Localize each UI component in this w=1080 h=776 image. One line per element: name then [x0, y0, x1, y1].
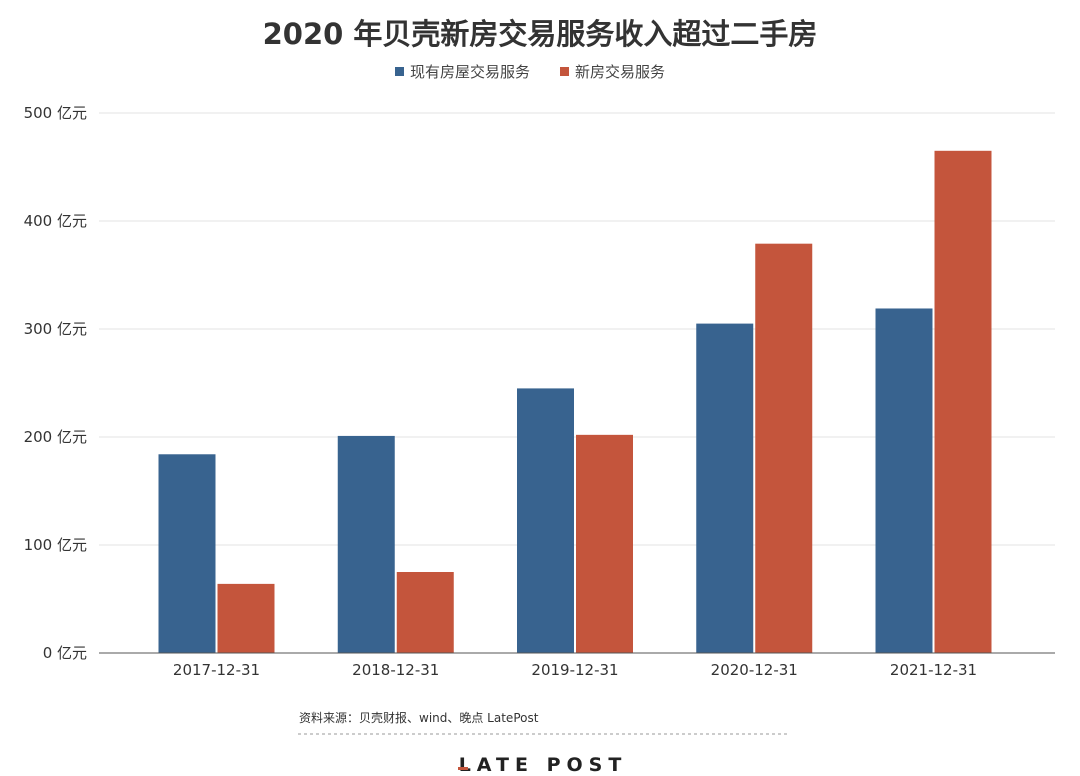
brand-accent-mark	[458, 767, 468, 770]
legend-swatch-existing-home	[395, 67, 404, 76]
chart-title: 2020 年贝壳新房交易服务收入超过二手房	[263, 17, 818, 51]
x-tick-label: 2017-12-31	[173, 661, 260, 679]
brand-logo: LATE POST	[458, 754, 628, 776]
y-tick-label: 0 亿元	[43, 644, 87, 662]
bar-new-home-2017-12-31	[217, 583, 275, 653]
bars	[158, 150, 992, 654]
legend-label-new-home: 新房交易服务	[575, 63, 665, 81]
x-axis-tick-labels: 2017-12-31 2018-12-31 2019-12-31 2020-12-31…	[173, 661, 977, 679]
y-tick-label: 200 亿元	[24, 428, 87, 446]
legend-label-existing-home: 现有房屋交易服务	[410, 63, 530, 81]
bar-existing-home-2018-12-31	[337, 435, 395, 653]
source-note: 资料来源：贝壳财报、wind、晚点 LatePost	[299, 710, 539, 725]
x-tick-label: 2018-12-31	[352, 661, 439, 679]
bar-existing-home-2017-12-31	[158, 454, 216, 653]
y-tick-label: 400 亿元	[24, 212, 87, 230]
brand-wordmark: LATE POST	[459, 754, 628, 776]
legend: 现有房屋交易服务 新房交易服务	[395, 63, 665, 81]
bar-new-home-2020-12-31	[755, 243, 813, 653]
y-tick-label: 100 亿元	[24, 536, 87, 554]
bar-new-home-2021-12-31	[934, 150, 992, 654]
y-tick-label: 500 亿元	[24, 104, 87, 122]
y-axis-tick-labels: 0 亿元 100 亿元 200 亿元 300 亿元 400 亿元 500 亿元	[24, 104, 87, 662]
x-tick-label: 2019-12-31	[531, 661, 618, 679]
x-tick-label: 2021-12-31	[890, 661, 977, 679]
bar-existing-home-2020-12-31	[696, 323, 754, 653]
bar-new-home-2018-12-31	[396, 572, 454, 653]
bar-new-home-2019-12-31	[576, 434, 633, 653]
legend-swatch-new-home	[560, 67, 569, 76]
y-tick-label: 300 亿元	[24, 320, 87, 338]
bar-existing-home-2021-12-31	[875, 308, 933, 653]
x-tick-label: 2020-12-31	[711, 661, 798, 679]
bar-existing-home-2019-12-31	[517, 388, 574, 653]
